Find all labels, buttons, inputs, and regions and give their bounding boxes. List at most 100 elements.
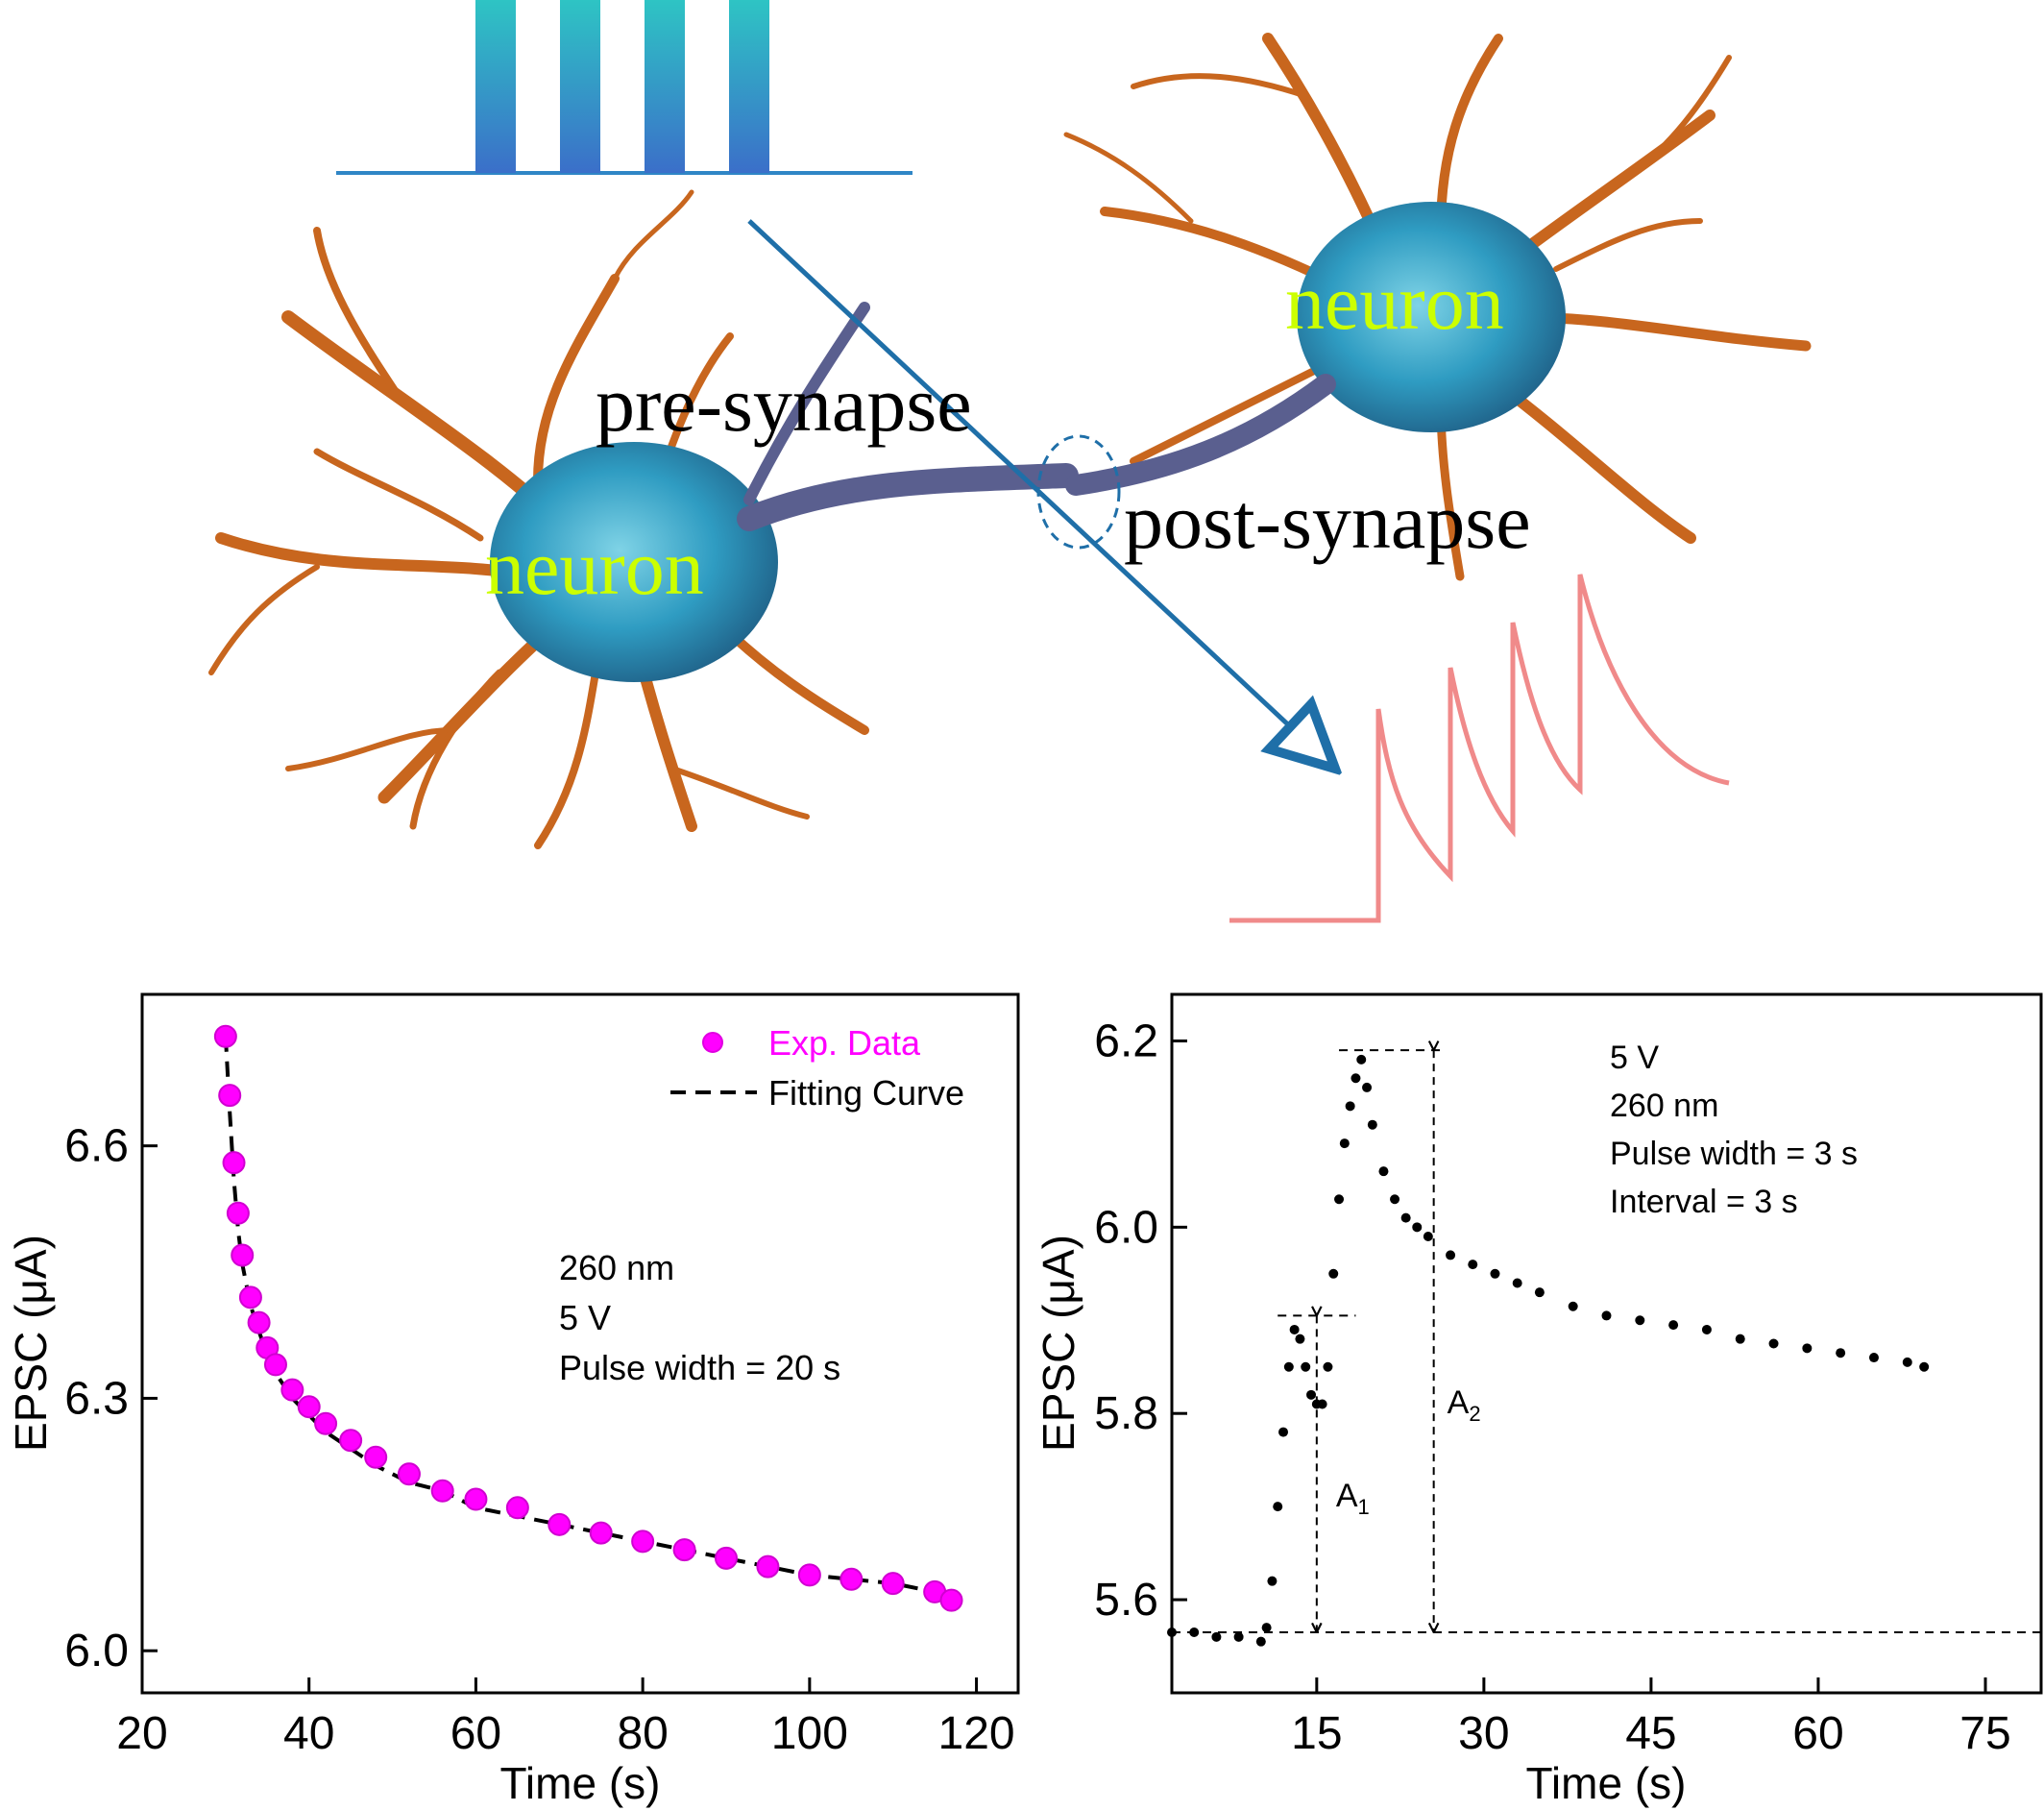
annotation-text: 5 V 260 nm Pulse width = 3 s Interval = … (1610, 1040, 1858, 1220)
pre-neuron-axon (737, 463, 1079, 531)
epsc-data-point (1323, 1361, 1333, 1372)
epsc-data-point (1512, 1278, 1522, 1288)
epsc-response-trace (1229, 574, 1730, 923)
exp-data-point (339, 1429, 363, 1453)
epsc-data-point (1902, 1357, 1912, 1367)
exp-data-point (430, 1479, 454, 1503)
exp-data-point (756, 1554, 780, 1579)
post-synapse-label: post-synapse (1124, 477, 1531, 565)
exp-data-point (226, 1201, 250, 1225)
epsc-data-point (1306, 1389, 1317, 1400)
x-tick-label: 30 (1458, 1708, 1509, 1759)
annotation-line: Interval = 3 s (1610, 1184, 1798, 1220)
epsc-data-point (1468, 1260, 1478, 1270)
epsc-data-point (1167, 1627, 1177, 1637)
epsc-data-point (1868, 1353, 1879, 1363)
annotation-line: Pulse width = 20 s (559, 1348, 840, 1387)
epsc-data-point (1317, 1399, 1327, 1409)
exp-data-point (238, 1285, 262, 1309)
y-tick-label: 5.6 (1094, 1575, 1158, 1626)
exp-data-point (548, 1512, 572, 1536)
exp-data-point (231, 1243, 255, 1267)
legend-label-fitting-curve: Fitting Curve (768, 1073, 964, 1113)
epsc-data-point (1289, 1324, 1300, 1334)
exp-data-point (505, 1496, 529, 1520)
x-tick-label: 60 (1792, 1708, 1843, 1759)
exp-data-point (881, 1572, 905, 1596)
epsc-data-point (1350, 1073, 1361, 1084)
exp-data-point (213, 1024, 237, 1048)
post-neuron-soma (1297, 202, 1566, 432)
epsc-data-point (1362, 1082, 1373, 1092)
epsc-data-point (1295, 1334, 1305, 1344)
epsc-data-series (1167, 1054, 1930, 1647)
plot-frame (1170, 992, 2043, 1695)
epsc-data-point (1802, 1343, 1813, 1354)
epsc-data-point (1836, 1348, 1846, 1358)
y-tick-label: 5.8 (1094, 1388, 1158, 1439)
amplitude-label-a2: A2 (1448, 1384, 1481, 1426)
amplitude-label-a1: A1 (1336, 1478, 1370, 1519)
x-tick-label: 120 (938, 1708, 1015, 1759)
x-tick-label: 40 (283, 1708, 334, 1759)
x-tick-label: 80 (617, 1708, 668, 1759)
annotation-line: 5 V (559, 1298, 611, 1337)
epsc-data-point (1345, 1101, 1355, 1112)
epsc-data-point (1768, 1338, 1779, 1349)
pre-synapse-label: pre-synapse (596, 360, 972, 448)
epsc-data-point (1919, 1361, 1930, 1372)
pulse-bar (645, 0, 685, 173)
annotation-line: 260 nm (1610, 1088, 1718, 1124)
x-axis-label: Time (s) (1526, 1758, 1687, 1808)
annotation-text: 260 nm 5 V Pulse width = 20 s (559, 1248, 840, 1387)
y-tick-label: 6.3 (64, 1373, 129, 1424)
y-tick-label: 6.0 (1094, 1202, 1158, 1253)
synapse-illustration: pre-synapse post-synapse neuron neuron (208, 0, 1812, 923)
exp-data-point (314, 1411, 338, 1435)
post-neuron-axon (1065, 374, 1336, 496)
exp-data-point (364, 1445, 388, 1469)
annotation-line: Pulse width = 3 s (1610, 1136, 1858, 1172)
epsc-data-point (1261, 1623, 1272, 1633)
x-tick-label: 60 (450, 1708, 501, 1759)
pre-neuron (208, 189, 1079, 849)
epsc-data-point (1400, 1212, 1411, 1223)
plot-frame (140, 992, 1020, 1695)
x-tick-label: 75 (1959, 1708, 2010, 1759)
epsc-data-point (1211, 1631, 1222, 1642)
post-neuron (1063, 33, 1812, 581)
signal-arrow (747, 219, 1335, 769)
epsc-data-point (1328, 1268, 1339, 1279)
epsc-data-point (1301, 1361, 1311, 1372)
exp-data-point (397, 1462, 421, 1486)
legend: Exp. Data Fitting Curve (670, 1023, 964, 1113)
chart-epsc-decay: 20 40 60 80 100 120 6.0 6.3 6.6 Time (s) EPSC (μ… (6, 992, 1020, 1808)
x-tick-label: 15 (1291, 1708, 1342, 1759)
x-axis-label: Time (s) (500, 1758, 661, 1808)
chart-ppf-response: 15 30 45 60 75 5.6 5.8 6.0 6.2 Time (s) EPSC (μA… (1034, 992, 2043, 1808)
epsc-data-point (1378, 1166, 1389, 1177)
axis-ticks: 15 30 45 60 75 5.6 5.8 6.0 6.2 (1094, 1016, 2010, 1759)
legend-marker-exp-data (702, 1032, 723, 1053)
epsc-data-point (1446, 1250, 1456, 1260)
y-axis-label: EPSC (μA) (1034, 1235, 1083, 1452)
epsc-data-point (1423, 1232, 1433, 1242)
exp-data-point (263, 1353, 287, 1377)
epsc-data-point (1668, 1320, 1679, 1331)
legend-label-exp-data: Exp. Data (768, 1023, 921, 1063)
epsc-data-point (1601, 1310, 1612, 1321)
exp-data-point (464, 1487, 488, 1511)
epsc-data-point (1278, 1427, 1289, 1437)
pulse-bar (560, 0, 600, 173)
exp-data-point (939, 1588, 963, 1612)
exp-data-point (589, 1521, 613, 1545)
neuron-label-left: neuron (485, 524, 704, 611)
exp-data-point (247, 1310, 271, 1334)
epsc-data-point (1412, 1222, 1423, 1233)
y-tick-label: 6.0 (64, 1626, 129, 1676)
epsc-data-point (1390, 1194, 1400, 1205)
epsc-data-point (1189, 1627, 1200, 1637)
exp-data-point (797, 1563, 821, 1587)
exp-data-point (715, 1546, 738, 1570)
